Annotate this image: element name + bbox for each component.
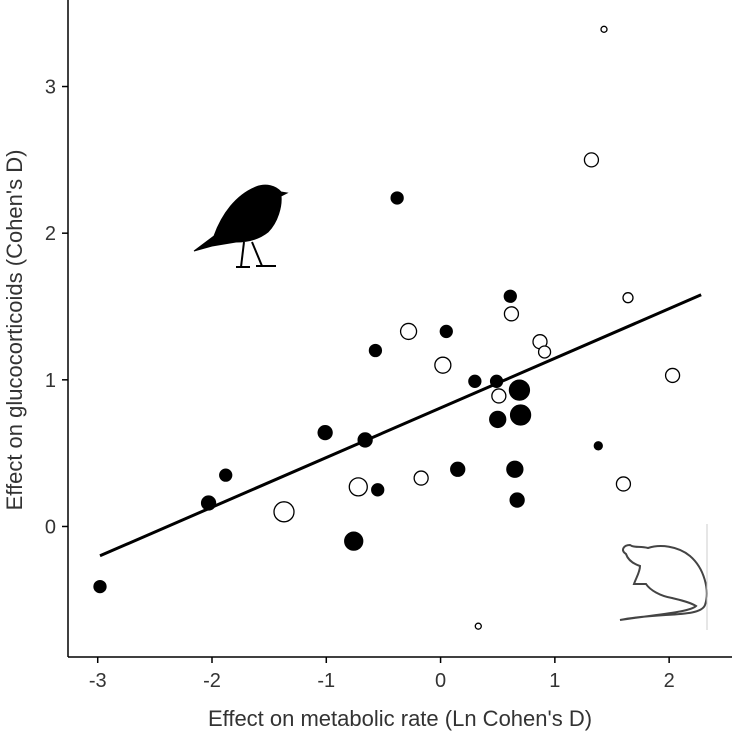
- x-tick-label: 0: [435, 670, 446, 692]
- point: [344, 531, 364, 551]
- y-tick-label: 1: [45, 370, 56, 392]
- y-tick-label: 0: [45, 516, 56, 538]
- y-axis-title: Effect on glucocorticoids (Cohen's D): [2, 150, 27, 511]
- y-tick-label: 3: [45, 77, 56, 99]
- point: [600, 25, 608, 33]
- point: [434, 356, 452, 374]
- bird-icon: [193, 184, 289, 268]
- y-tick-label: 2: [45, 223, 56, 245]
- point: [413, 470, 429, 486]
- point: [450, 461, 466, 477]
- point: [593, 441, 603, 451]
- point: [348, 477, 368, 497]
- x-tick-label: -3: [89, 670, 107, 692]
- x-tick-label: -1: [317, 670, 335, 692]
- x-tick-label: 2: [664, 670, 675, 692]
- point: [371, 483, 385, 497]
- point: [273, 501, 295, 523]
- point: [615, 476, 632, 492]
- x-tick-label: -2: [203, 670, 221, 692]
- point: [219, 468, 233, 482]
- point: [664, 367, 681, 384]
- point: [506, 460, 524, 478]
- point: [622, 292, 634, 304]
- mouse-icon: [619, 524, 708, 630]
- x-tick-label: 1: [549, 670, 560, 692]
- x-axis-title: Effect on metabolic rate (Ln Cohen's D): [208, 706, 592, 731]
- point: [368, 343, 383, 358]
- point: [503, 289, 517, 303]
- point: [390, 191, 404, 205]
- point: [509, 492, 525, 508]
- point: [508, 379, 531, 401]
- point: [537, 345, 552, 359]
- point: [503, 306, 520, 322]
- trend-line: [99, 293, 702, 558]
- point: [491, 388, 507, 404]
- point: [509, 404, 532, 426]
- point: [468, 374, 482, 388]
- point: [474, 622, 482, 630]
- point: [93, 579, 107, 594]
- point: [439, 324, 453, 339]
- point: [317, 424, 333, 441]
- point: [489, 410, 507, 429]
- point: [399, 322, 418, 341]
- point: [583, 152, 600, 168]
